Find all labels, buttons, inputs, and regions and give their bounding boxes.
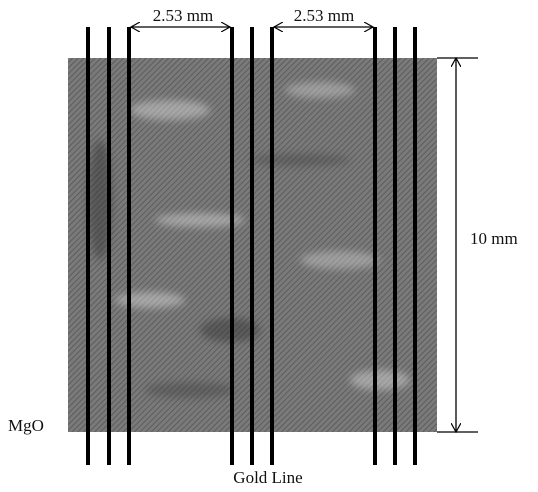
gold-lines	[86, 27, 417, 465]
height-label: 10 mm	[470, 229, 518, 248]
dimension-arrows	[131, 27, 478, 432]
spacing-label: 2.53 mm	[153, 6, 213, 25]
caption: Gold Line	[233, 468, 302, 487]
spacing-label: 2.53 mm	[294, 6, 354, 25]
substrate-label: MgO	[8, 416, 44, 435]
